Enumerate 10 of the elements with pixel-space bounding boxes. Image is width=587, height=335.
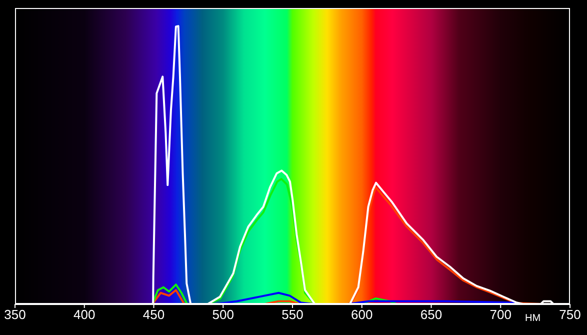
x-tick-label: 600 [351,307,373,322]
x-tick-label: 350 [4,307,26,322]
x-tick-label: 650 [420,307,442,322]
x-axis-title: НМ [525,313,541,324]
x-tick-label: 450 [142,307,165,322]
x-tick-label: 550 [282,307,304,322]
x-tick-label: 700 [490,307,512,322]
x-tick-label: 750 [559,307,581,322]
x-tick-label: 500 [212,307,234,322]
x-tick-label: 400 [74,307,96,322]
